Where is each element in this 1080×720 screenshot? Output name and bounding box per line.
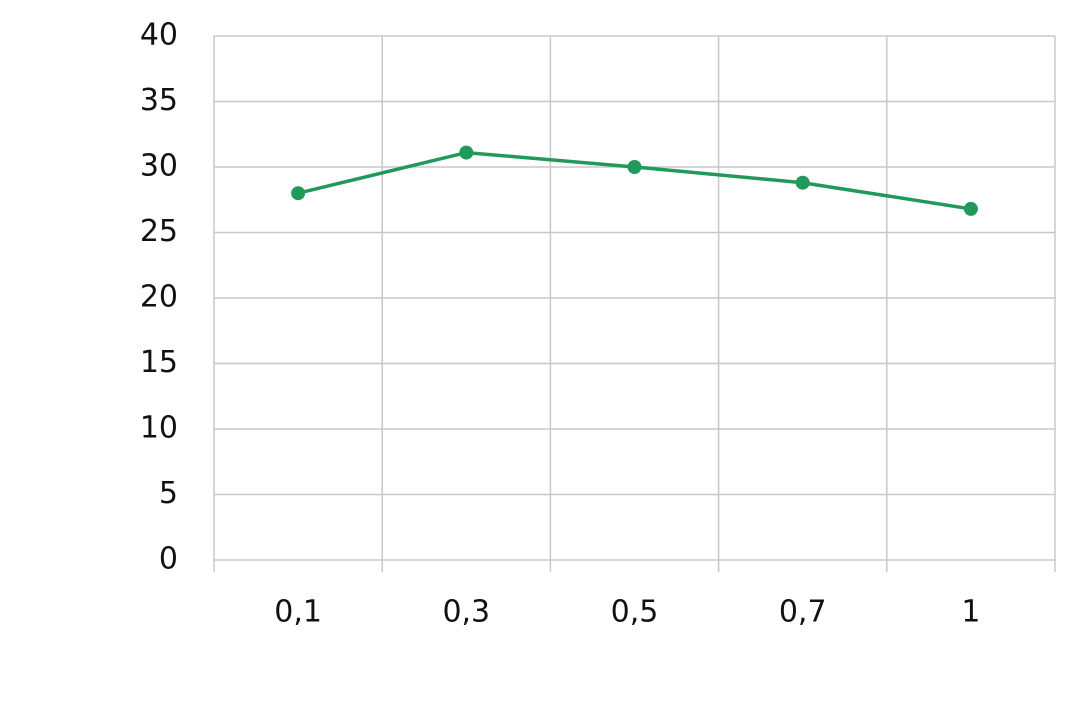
y-tick-label: 0 — [159, 542, 178, 577]
y-tick-label: 40 — [140, 18, 178, 53]
y-tick-label: 15 — [140, 345, 178, 380]
data-point — [459, 145, 474, 160]
y-tick-label: 35 — [140, 83, 178, 118]
x-tick-label: 0,3 — [442, 595, 490, 630]
data-point — [291, 186, 306, 201]
x-tick-label: 1 — [961, 595, 980, 630]
y-tick-label: 10 — [140, 411, 178, 446]
data-point — [963, 201, 978, 216]
x-tick-label: 0,1 — [274, 595, 322, 630]
y-tick-label: 30 — [140, 149, 178, 184]
data-point — [627, 160, 642, 174]
y-tick-label: 25 — [140, 214, 178, 249]
x-tick-label: 0,5 — [611, 595, 659, 630]
y-tick-label: 20 — [140, 280, 178, 315]
y-tick-label: 5 — [159, 476, 178, 511]
x-tick-label: 0,7 — [779, 595, 827, 630]
data-point — [795, 175, 810, 190]
